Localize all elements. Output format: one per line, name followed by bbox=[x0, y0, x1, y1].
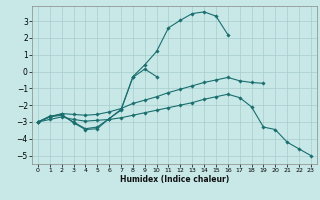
X-axis label: Humidex (Indice chaleur): Humidex (Indice chaleur) bbox=[120, 175, 229, 184]
